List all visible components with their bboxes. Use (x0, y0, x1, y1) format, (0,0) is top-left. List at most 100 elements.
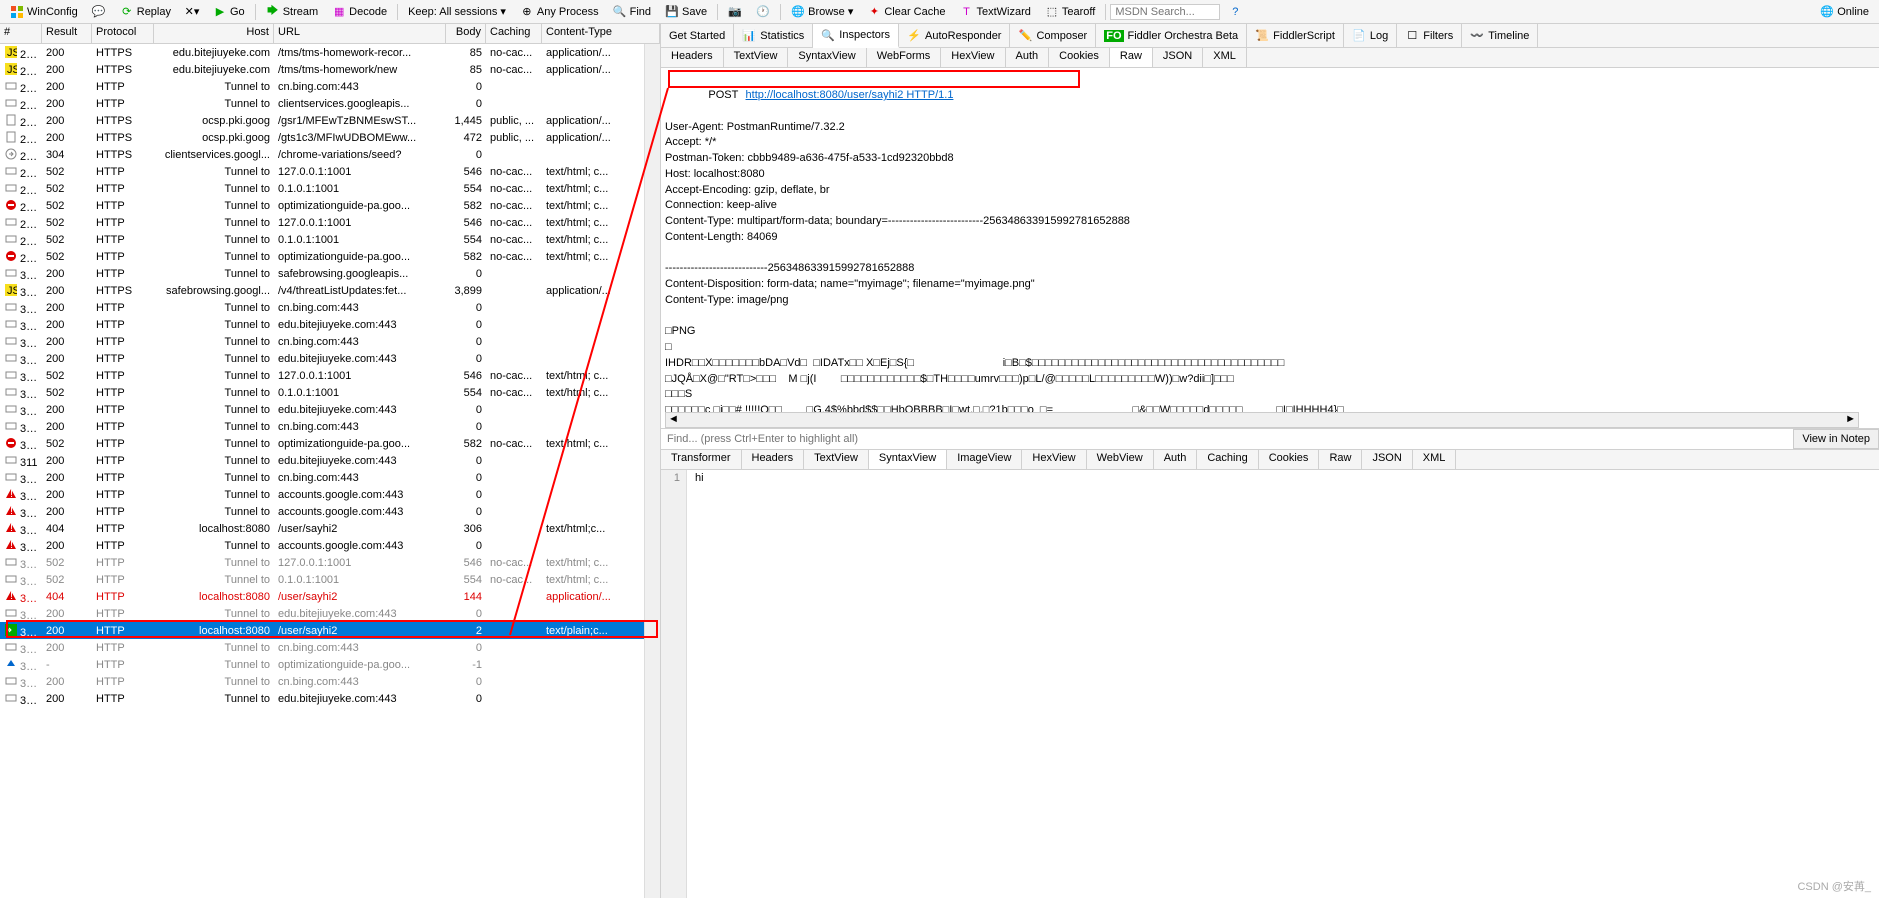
online-status[interactable]: 🌐Online (1814, 3, 1875, 21)
req-tab-syntaxview[interactable]: SyntaxView (788, 48, 866, 67)
session-row[interactable]: 305200HTTPTunnel toedu.bitejiuyeke.com:4… (0, 350, 660, 367)
session-row[interactable]: 318502HTTPTunnel to0.1.0.1:1001554no-cac… (0, 571, 660, 588)
session-row[interactable]: 303200HTTPTunnel toedu.bitejiuyeke.com:4… (0, 316, 660, 333)
req-tab-json[interactable]: JSON (1153, 48, 1203, 67)
stream-button[interactable]: 🡆Stream (260, 3, 324, 21)
session-row[interactable]: 293304HTTPSclientservices.googl.../chrom… (0, 146, 660, 163)
view-in-notepad-button[interactable]: View in Notep (1793, 429, 1879, 449)
req-tab-xml[interactable]: XML (1203, 48, 1247, 67)
tab-get-started[interactable]: Get Started (661, 24, 734, 47)
req-tab-hexview[interactable]: HexView (941, 48, 1005, 67)
msdn-search-input[interactable] (1110, 4, 1220, 20)
session-row[interactable]: 326200HTTPTunnel toedu.bitejiuyeke.com:4… (0, 690, 660, 707)
keep-dropdown[interactable]: Keep: All sessions ▾ (402, 3, 512, 20)
hscrollbar[interactable]: ◄► (665, 412, 1859, 428)
textwizard-button[interactable]: TTextWizard (953, 3, 1036, 21)
col-header-result[interactable]: Result (42, 24, 92, 43)
resp-tab-transformer[interactable]: Transformer (661, 450, 742, 469)
screenshot-button[interactable]: 📷 (722, 3, 748, 21)
save-button[interactable]: 💾Save (659, 3, 713, 21)
session-row[interactable]: 300200HTTPTunnel tosafebrowsing.googleap… (0, 265, 660, 282)
help-button[interactable]: ? (1222, 3, 1248, 21)
session-row[interactable]: !315404HTTPlocalhost:8080/user/sayhi2306… (0, 520, 660, 537)
request-url-link[interactable]: http://localhost:8080/user/sayhi2 HTTP/1… (746, 89, 954, 101)
tab-composer[interactable]: ✏️Composer (1010, 24, 1096, 47)
session-row[interactable]: !313200HTTPTunnel toaccounts.google.com:… (0, 486, 660, 503)
go-button[interactable]: ▶Go (207, 3, 251, 21)
session-row[interactable]: 291200HTTPSocsp.pki.goog/gsr1/MFEwTzBNME… (0, 112, 660, 129)
resp-tab-hexview[interactable]: HexView (1022, 450, 1086, 469)
session-row[interactable]: 292200HTTPSocsp.pki.goog/gts1c3/MFIwUDBO… (0, 129, 660, 146)
session-row[interactable]: 304200HTTPTunnel tocn.bing.com:4430 (0, 333, 660, 350)
resp-tab-syntaxview[interactable]: SyntaxView (869, 450, 947, 469)
find-button[interactable]: 🔍Find (607, 3, 657, 21)
req-tab-headers[interactable]: Headers (661, 48, 724, 67)
resp-tab-auth[interactable]: Auth (1154, 450, 1198, 469)
resp-tab-xml[interactable]: XML (1413, 450, 1457, 469)
sessions-list[interactable]: JS287200HTTPSedu.bitejiuyeke.com/tms/tms… (0, 44, 660, 898)
session-row[interactable]: 324-HTTPTunnel tooptimizationguide-pa.go… (0, 656, 660, 673)
req-tab-textview[interactable]: TextView (724, 48, 789, 67)
resp-tab-json[interactable]: JSON (1362, 450, 1412, 469)
replay-button[interactable]: ⟳Replay (114, 3, 177, 21)
session-row[interactable]: 322200HTTPlocalhost:8080/user/sayhi22tex… (0, 622, 660, 639)
session-row[interactable]: 306502HTTPTunnel to127.0.0.1:1001546no-c… (0, 367, 660, 384)
browse-button[interactable]: 🌐Browse ▾ (785, 3, 859, 21)
any-process-button[interactable]: ⊕Any Process (514, 3, 605, 21)
remove-button[interactable]: ✕▾ (179, 3, 205, 21)
session-row[interactable]: JS301200HTTPSsafebrowsing.googl.../v4/th… (0, 282, 660, 299)
session-row[interactable]: 299502HTTPTunnel tooptimizationguide-pa.… (0, 248, 660, 265)
tearoff-button[interactable]: ⬚Tearoff (1039, 3, 1101, 21)
tab-log[interactable]: 📄Log (1344, 24, 1397, 47)
tab-fiddlerscript[interactable]: 📜FiddlerScript (1247, 24, 1344, 47)
resp-tab-headers[interactable]: Headers (742, 450, 805, 469)
session-row[interactable]: 309200HTTPTunnel tocn.bing.com:4430 (0, 418, 660, 435)
session-row[interactable]: 307502HTTPTunnel to0.1.0.1:1001554no-cac… (0, 384, 660, 401)
req-tab-auth[interactable]: Auth (1006, 48, 1050, 67)
session-row[interactable]: 310502HTTPTunnel tooptimizationguide-pa.… (0, 435, 660, 452)
tab-statistics[interactable]: 📊Statistics (734, 24, 813, 47)
tab-filters[interactable]: ☐Filters (1397, 24, 1462, 47)
session-row[interactable]: 323200HTTPTunnel tocn.bing.com:4430 (0, 639, 660, 656)
decode-button[interactable]: ▦Decode (326, 3, 393, 21)
session-row[interactable]: JS287200HTTPSedu.bitejiuyeke.com/tms/tms… (0, 44, 660, 61)
col-header-caching[interactable]: Caching (486, 24, 542, 43)
session-row[interactable]: 298502HTTPTunnel to0.1.0.1:1001554no-cac… (0, 231, 660, 248)
session-row[interactable]: JS288200HTTPSedu.bitejiuyeke.com/tms/tms… (0, 61, 660, 78)
col-header-body[interactable]: Body (446, 24, 486, 43)
session-row[interactable]: 325200HTTPTunnel tocn.bing.com:4430 (0, 673, 660, 690)
session-row[interactable]: 308200HTTPTunnel toedu.bitejiuyeke.com:4… (0, 401, 660, 418)
winconfig-button[interactable]: WinConfig (4, 3, 84, 21)
session-row[interactable]: 302200HTTPTunnel tocn.bing.com:4430 (0, 299, 660, 316)
tab-timeline[interactable]: 〰️Timeline (1462, 24, 1538, 47)
session-row[interactable]: 297502HTTPTunnel to127.0.0.1:1001546no-c… (0, 214, 660, 231)
req-tab-cookies[interactable]: Cookies (1049, 48, 1110, 67)
req-tab-raw[interactable]: Raw (1110, 48, 1153, 67)
session-row[interactable]: !316200HTTPTunnel toaccounts.google.com:… (0, 537, 660, 554)
session-row[interactable]: 290200HTTPTunnel toclientservices.google… (0, 95, 660, 112)
tab-fiddler-orchestra-beta[interactable]: FOFiddler Orchestra Beta (1096, 24, 1247, 47)
comment-button[interactable]: 💬 (86, 3, 112, 21)
col-header-url[interactable]: URL (274, 24, 446, 43)
resp-tab-caching[interactable]: Caching (1197, 450, 1258, 469)
col-header-id[interactable]: # (0, 24, 42, 43)
resp-tab-textview[interactable]: TextView (804, 450, 869, 469)
response-content[interactable]: 1 hi (661, 470, 1879, 898)
col-header-content-type[interactable]: Content-Type (542, 24, 660, 43)
session-row[interactable]: 320200HTTPTunnel toedu.bitejiuyeke.com:4… (0, 605, 660, 622)
tab-inspectors[interactable]: 🔍Inspectors (813, 24, 899, 48)
session-row[interactable]: 289200HTTPTunnel tocn.bing.com:4430 (0, 78, 660, 95)
clear-cache-button[interactable]: ✦Clear Cache (861, 3, 951, 21)
session-row[interactable]: 317502HTTPTunnel to127.0.0.1:1001546no-c… (0, 554, 660, 571)
session-row[interactable]: 296502HTTPTunnel tooptimizationguide-pa.… (0, 197, 660, 214)
resp-tab-raw[interactable]: Raw (1319, 450, 1362, 469)
session-row[interactable]: 295502HTTPTunnel to0.1.0.1:1001554no-cac… (0, 180, 660, 197)
session-row[interactable]: 294502HTTPTunnel to127.0.0.1:1001546no-c… (0, 163, 660, 180)
resp-tab-imageview[interactable]: ImageView (947, 450, 1022, 469)
resp-tab-webview[interactable]: WebView (1087, 450, 1154, 469)
raw-request-content[interactable]: POST http://localhost:8080/user/sayhi2 H… (661, 68, 1879, 428)
col-header-host[interactable]: Host (154, 24, 274, 43)
session-row[interactable]: !319404HTTPlocalhost:8080/user/sayhi2144… (0, 588, 660, 605)
col-header-protocol[interactable]: Protocol (92, 24, 154, 43)
session-row[interactable]: !314200HTTPTunnel toaccounts.google.com:… (0, 503, 660, 520)
